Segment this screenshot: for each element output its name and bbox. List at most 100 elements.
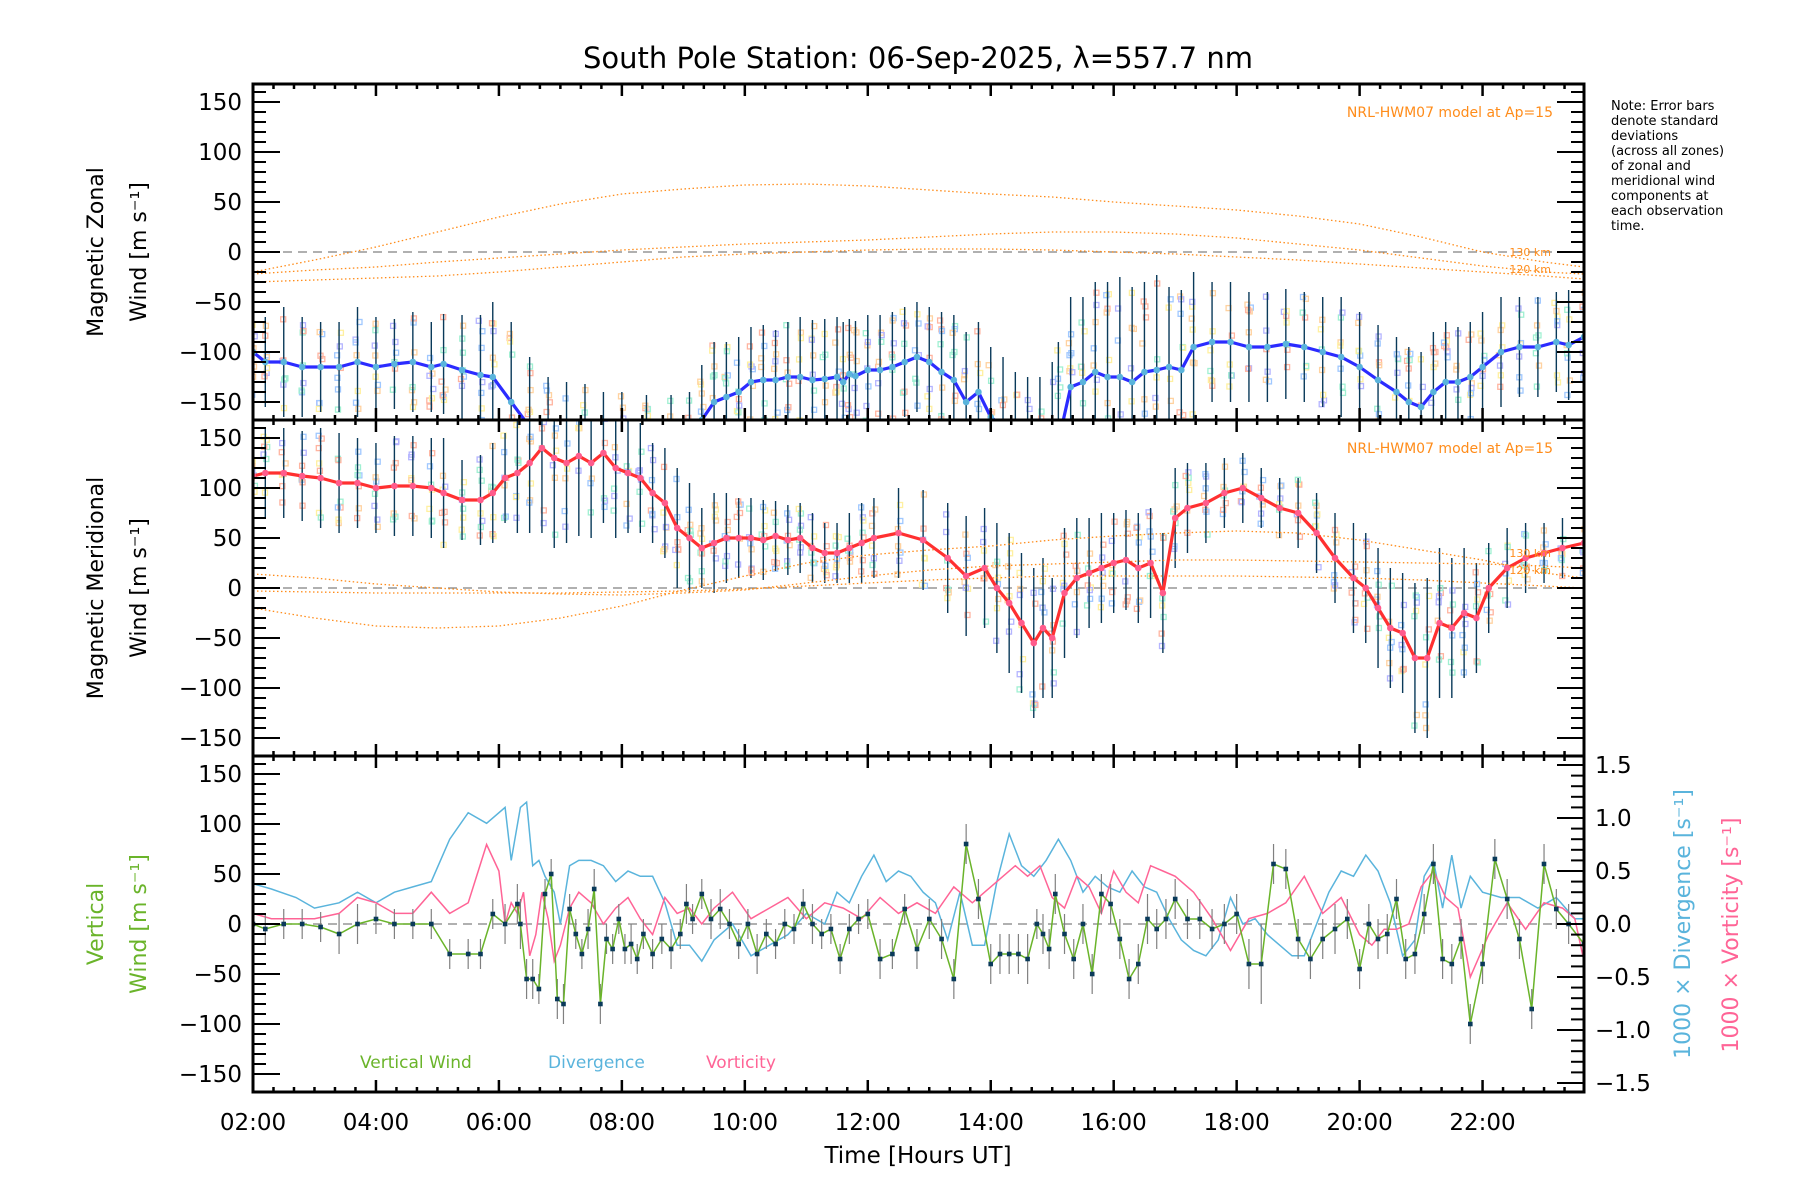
zone-point: [527, 433, 534, 440]
meridional-wind-point: [858, 539, 865, 547]
zone-point: [1226, 361, 1233, 368]
meridional-wind-point: [1503, 564, 1511, 572]
zone-point: [636, 488, 643, 495]
zone-point: [961, 367, 969, 375]
zonal-wind-point: [852, 372, 859, 380]
zonal-wind-point: [1393, 388, 1400, 396]
zone-point: [660, 509, 667, 516]
vertical-wind-point: [567, 906, 572, 912]
vertical-wind-point: [791, 926, 797, 932]
vertical-wind-point: [524, 976, 529, 982]
vertical-wind-point: [1071, 956, 1076, 962]
zone-point: [1474, 659, 1482, 666]
zonal-wind-point: [1116, 373, 1124, 381]
model-high-curve: [253, 530, 1584, 629]
zone-point: [253, 321, 256, 329]
zone-point: [783, 322, 790, 329]
zone-point: [1398, 667, 1405, 675]
zone-point: [1425, 626, 1432, 633]
zone-point: [1093, 301, 1100, 309]
vertical-wind-point: [1246, 961, 1252, 967]
zone-point: [408, 451, 415, 458]
zone-point: [1462, 620, 1469, 628]
zone-point: [1069, 369, 1076, 376]
vertical-wind-point: [598, 1001, 603, 1007]
vertical-wind-point: [951, 976, 957, 982]
zone-point: [1398, 641, 1405, 649]
y-tick-label: −100: [179, 340, 242, 366]
zonal-wind-point: [876, 366, 884, 374]
zone-point: [1360, 600, 1368, 608]
vertical-wind-point: [708, 916, 714, 922]
zone-point: [1134, 523, 1141, 530]
vertical-wind-point: [727, 921, 732, 927]
zone-point: [334, 406, 342, 413]
vertical-wind-point: [1136, 961, 1141, 967]
zone-point: [1103, 292, 1110, 299]
vertical-wind-point: [1394, 896, 1399, 902]
vertical-wind-point: [699, 891, 705, 897]
zone-point: [860, 517, 867, 524]
model-130km-curve: [253, 559, 1584, 596]
zone-point: [429, 517, 436, 524]
zone-point: [426, 372, 433, 379]
zone-point: [282, 375, 289, 382]
vertical-wind-point: [515, 901, 520, 907]
zone-point: [1447, 607, 1454, 614]
zone-point: [859, 514, 866, 521]
zonal-wind-point: [1245, 343, 1253, 351]
zone-point: [543, 408, 550, 416]
zone-point: [540, 519, 547, 527]
vertical-wind-point: [548, 871, 554, 877]
zone-point: [1142, 314, 1150, 321]
zone-point: [429, 450, 436, 457]
vertical-wind-point: [988, 961, 993, 967]
zone-point: [943, 511, 950, 518]
zone-point: [389, 322, 397, 330]
note-line: each observation: [1611, 204, 1723, 219]
vertical-wind-point: [902, 906, 907, 912]
zone-point: [697, 408, 705, 415]
zone-point: [921, 582, 929, 589]
zone-point: [392, 349, 400, 356]
zone-point: [1078, 319, 1085, 326]
zone-point: [1348, 589, 1355, 596]
zone-point: [626, 515, 633, 522]
vertical-ylabel: Vertical Wind [m s⁻¹]: [84, 854, 152, 994]
zone-point: [1093, 289, 1100, 296]
vertical-wind-point: [429, 921, 434, 927]
zone-point: [1226, 383, 1233, 390]
zone-point: [611, 492, 618, 500]
zone-point: [1135, 598, 1143, 605]
zone-point: [797, 522, 805, 529]
zone-point: [1330, 585, 1338, 592]
vertical-ylabel-line2: Wind [m s⁻¹]: [127, 854, 152, 994]
meridional-wind-point: [1202, 499, 1210, 507]
meridional-wind-point: [1184, 504, 1191, 512]
zone-point: [353, 352, 360, 359]
vertical-wind-point: [1040, 931, 1046, 937]
vertical-wind-point: [641, 931, 646, 937]
zone-point: [316, 460, 323, 467]
zone-point: [1302, 295, 1310, 302]
zone-point: [460, 514, 467, 521]
zone-point: [845, 405, 852, 413]
zone-point: [761, 342, 768, 350]
vertical-wind-point: [1295, 936, 1301, 942]
meridional-wind-point: [354, 479, 361, 487]
zone-point: [490, 532, 497, 540]
zonal-model-label-120km: 120 km: [1509, 263, 1551, 276]
zone-point: [1108, 537, 1116, 545]
meridional-wind-point: [1460, 609, 1468, 617]
zone-point: [1419, 383, 1426, 391]
zone-point: [1186, 486, 1193, 494]
zonal-wind-point: [298, 363, 306, 371]
x-axis-label: Time [Hours UT]: [823, 1143, 1011, 1169]
zone-point: [1478, 337, 1485, 344]
meridional-wind-point: [317, 474, 324, 482]
vertical-wind-point: [610, 946, 615, 952]
zonal-wind-point: [391, 360, 398, 368]
vertical-wind-point: [1185, 916, 1190, 922]
zone-point: [1103, 309, 1110, 316]
zone-point: [601, 439, 609, 447]
